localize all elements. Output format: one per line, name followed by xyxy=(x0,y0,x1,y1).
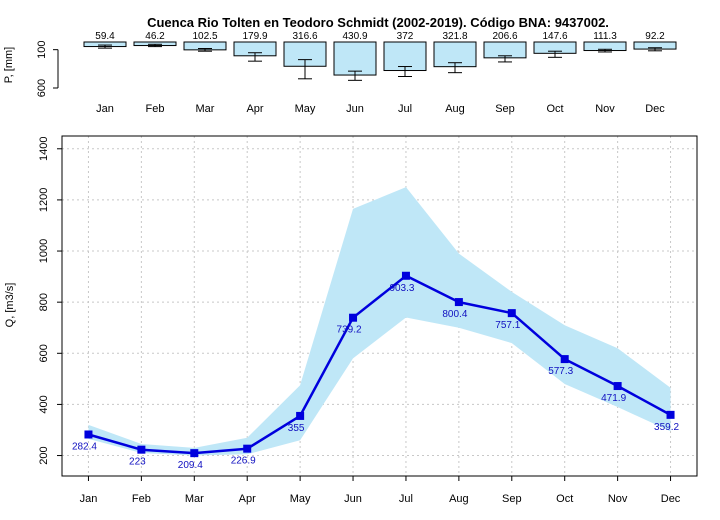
p-y-axis-label: P, [mm] xyxy=(3,47,15,83)
flow-value-label: 226.9 xyxy=(231,456,256,467)
precip-value-label: 430.9 xyxy=(342,31,367,42)
q-x-tick-label: Jul xyxy=(399,493,413,505)
q-x-tick-label: Feb xyxy=(132,493,151,505)
flow-value-label: 282.4 xyxy=(72,441,97,452)
p-x-tick-label: Jul xyxy=(398,103,412,115)
p-x-tick-label: Nov xyxy=(595,103,615,115)
flow-value-label: 903.3 xyxy=(389,283,414,294)
flow-value-label: 359.2 xyxy=(654,422,679,433)
flow-value-label: 355 xyxy=(288,423,305,434)
p-x-tick-label: Feb xyxy=(146,103,165,115)
flow-point xyxy=(560,355,569,364)
chart-title: Cuenca Rio Tolten en Teodoro Schmidt (20… xyxy=(147,15,609,30)
precip-value-label: 321.8 xyxy=(442,31,467,42)
flow-value-label: 577.3 xyxy=(548,366,573,377)
q-x-tick-label: Mar xyxy=(185,493,204,505)
precip-value-label: 46.2 xyxy=(145,31,165,42)
q-y-tick-label: 1400 xyxy=(38,137,50,161)
q-y-tick-label: 1000 xyxy=(38,239,50,263)
precip-bar xyxy=(333,41,377,76)
flow-point xyxy=(401,271,410,280)
flow-point xyxy=(296,411,305,420)
q-plot-frame xyxy=(61,135,698,477)
flow-point xyxy=(243,444,252,453)
p-x-tick-label: Dec xyxy=(645,103,665,115)
precip-value-label: 372 xyxy=(397,31,414,42)
q-y-axis-label: Q, [m3/s] xyxy=(4,283,16,328)
q-y-tick-label: 1200 xyxy=(38,188,50,212)
flow-series-line xyxy=(88,274,672,455)
precip-value-label: 316.6 xyxy=(292,31,317,42)
flow-point xyxy=(349,313,358,322)
q-x-tick-label: May xyxy=(290,493,311,505)
flow-value-label: 471.9 xyxy=(601,393,626,404)
p-x-tick-label: Oct xyxy=(546,103,563,115)
p-x-tick-label: Jun xyxy=(346,103,364,115)
precip-bar xyxy=(383,41,427,72)
precip-value-label: 92.2 xyxy=(645,31,665,42)
q-x-tick-label: Jun xyxy=(344,493,362,505)
p-x-tick-label: Sep xyxy=(495,103,515,115)
flow-value-label: 757.1 xyxy=(495,320,520,331)
precip-value-label: 179.9 xyxy=(242,31,267,42)
precip-value-label: 111.3 xyxy=(593,31,617,42)
flow-point xyxy=(507,309,516,318)
flow-point xyxy=(454,298,463,307)
q-y-tick-label: 600 xyxy=(38,344,50,362)
p-y-tick-label: 600 xyxy=(36,79,48,97)
q-x-tick-label: Jan xyxy=(80,493,98,505)
precip-value-label: 206.6 xyxy=(492,31,517,42)
flow-range-band xyxy=(88,187,671,456)
flow-point xyxy=(666,410,675,419)
streamflow-panel: 282.4 223 209.4 226.9 355 739.2 903.3 800.4 757.… xyxy=(4,135,698,505)
flow-value-label: 800.4 xyxy=(442,309,467,320)
precipitation-panel: 100 600 P, [mm] 59.4 Jan 46.2 Feb 102.5 Mar 179.9… xyxy=(3,31,677,115)
precip-value-label: 102.5 xyxy=(192,31,217,42)
q-x-tick-label: Nov xyxy=(608,493,628,505)
q-x-tick-label: Apr xyxy=(239,493,256,505)
flow-value-label: 223 xyxy=(129,457,146,468)
p-y-tick-label: 100 xyxy=(36,40,48,58)
q-x-tick-label: Aug xyxy=(449,493,469,505)
flow-point xyxy=(84,430,93,439)
q-y-tick-label: 800 xyxy=(38,293,50,311)
p-x-tick-label: Mar xyxy=(196,103,215,115)
p-x-tick-label: Jan xyxy=(96,103,114,115)
q-y-tick-label: 200 xyxy=(38,446,50,464)
flow-point xyxy=(190,449,199,458)
flow-value-label: 209.4 xyxy=(178,460,203,471)
q-x-tick-label: Sep xyxy=(502,493,522,505)
p-x-tick-label: May xyxy=(295,103,316,115)
q-x-tick-label: Oct xyxy=(556,493,573,505)
q-x-tick-label: Dec xyxy=(661,493,681,505)
flow-point xyxy=(613,382,622,391)
precip-value-label: 147.6 xyxy=(542,31,567,42)
p-x-tick-label: Apr xyxy=(246,103,263,115)
flow-value-label: 739.2 xyxy=(337,325,362,336)
p-x-tick-label: Aug xyxy=(445,103,465,115)
q-y-tick-label: 400 xyxy=(38,395,50,413)
flow-point xyxy=(137,445,146,454)
precip-value-label: 59.4 xyxy=(95,31,115,42)
